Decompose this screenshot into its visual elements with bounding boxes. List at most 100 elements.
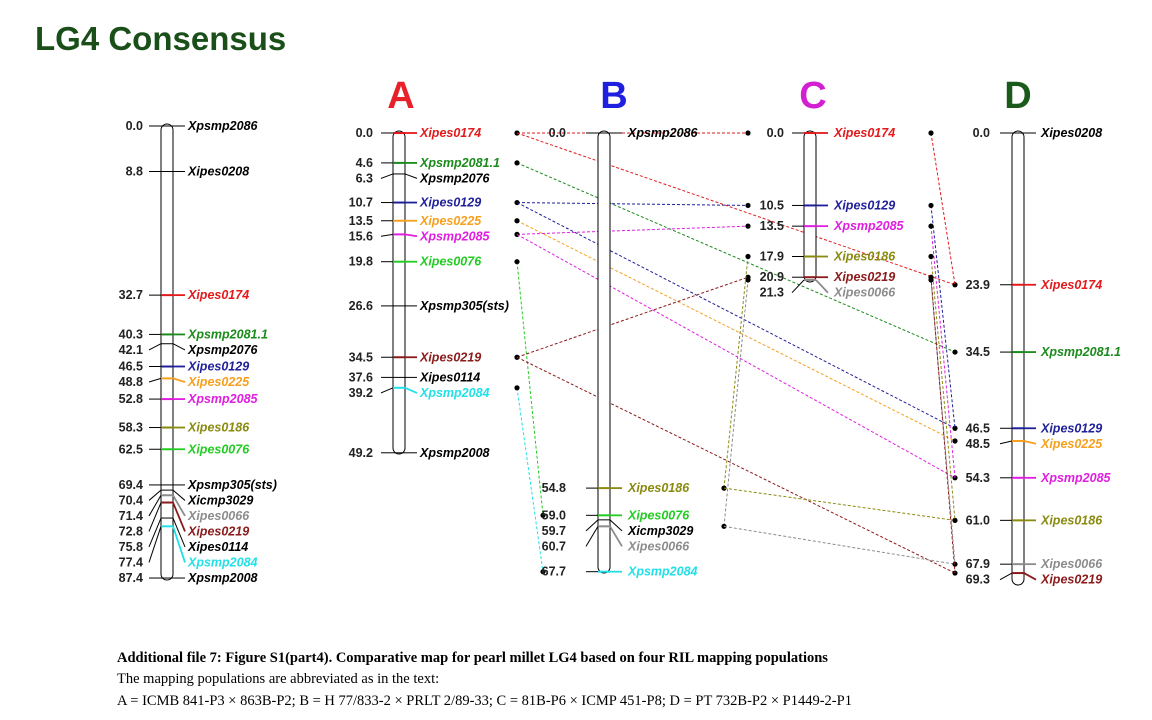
marker-C-Xipes0129: 10.5 Xipes0129 [760,198,896,212]
marker-position: 10.5 [760,198,784,212]
marker-consensus-Xipes0174: 32.7 Xipes0174 [119,288,250,302]
marker-connector-left [585,519,599,532]
marker-name: Xipes0129 [833,198,895,212]
link-A-D-Xipes0219 [516,356,956,574]
link-C-D-Xipes0219 [930,277,956,574]
marker-position: 71.4 [119,509,143,523]
marker-position: 17.9 [760,250,784,264]
marker-position: 0.0 [973,126,990,140]
marker-position: 70.4 [119,493,143,507]
marker-position: 34.5 [349,350,373,364]
marker-B-Xpsmp2086: 0.0 Xpsmp2086 [549,126,699,140]
marker-D-Xipes0219: 69.3 Xipes0219 [966,572,1102,587]
marker-position: 10.7 [349,196,373,210]
chromosome-bar-D [1011,130,1025,586]
link-dot [952,425,958,431]
marker-consensus-Xicmp3029: 70.4 Xicmp3029 [119,489,253,507]
marker-name: Xpsmp2081.1 [419,156,500,170]
marker-B-Xipes0186: 54.8 Xipes0186 [542,481,691,495]
link-dot [514,259,520,265]
marker-name: Xipes0219 [419,350,481,364]
marker-position: 60.7 [542,539,566,553]
marker-C-Xpsmp2085: 13.5 Xpsmp2085 [760,219,905,233]
marker-consensus-Xipes0225: 48.8 Xipes0225 [119,375,251,389]
marker-position: 77.4 [119,555,143,569]
marker-D-Xipes0208: 0.0 Xipes0208 [973,126,1103,140]
marker-position: 15.6 [349,229,373,243]
marker-name: Xpsmp2081.1 [187,327,268,341]
marker-connector-right [1023,572,1037,581]
linkage-maps: 0.0 Xpsmp2086 8.8 Xipes0208 32.7 Xipes0174 40.… [119,75,1121,587]
marker-name: Xpsmp2085 [833,219,905,233]
link-dot [928,253,934,260]
link-dot [514,160,520,166]
link-dot [745,253,751,260]
marker-D-Xipes0174: 23.9 Xipes0174 [966,278,1103,292]
marker-position: 13.5 [349,214,373,228]
marker-consensus-Xpsmp2008: 87.4 Xpsmp2008 [119,571,258,585]
marker-connector-right [404,173,418,179]
link-A-D-Xpsmp2085 [516,233,956,479]
marker-name: Xpsmp2085 [187,392,259,406]
link-dot [514,218,520,224]
link-A-D-Xipes0129 [516,202,956,429]
marker-position: 21.3 [760,286,784,300]
marker-B-Xpsmp2084: 67.7 Xpsmp2084 [542,565,698,579]
marker-name: Xipes0076 [627,508,690,522]
marker-connector-right [404,233,418,238]
marker-position: 46.5 [966,421,990,435]
chromosome-bar-C [803,130,817,283]
marker-A-Xipes0114: 37.6 Xipes0114 [349,370,481,384]
marker-consensus-Xipes0066: 71.4 Xipes0066 [119,494,250,523]
marker-consensus-Xipes0208: 8.8 Xipes0208 [126,165,250,179]
marker-position: 26.6 [349,299,373,313]
marker-consensus-Xipes0114: 75.8 Xipes0114 [119,517,248,554]
marker-name: Xpsmp2084 [627,565,698,579]
marker-name: Xicmp3029 [187,493,253,507]
marker-C-Xipes0066: 21.3 Xipes0066 [760,278,896,300]
marker-connector-right [172,494,186,517]
caption-line-2: The mapping populations are abbreviated … [117,671,439,687]
marker-consensus-Xpsmp2076: 42.1 Xpsmp2076 [119,343,259,357]
marker-connector-right [815,279,829,294]
marker-position: 4.6 [356,156,373,170]
marker-B-Xipes0066: 60.7 Xipes0066 [542,525,690,553]
marker-name: Xpsmp2008 [419,446,490,460]
marker-name: Xpsmp2084 [419,386,490,400]
marker-connector-right [609,525,623,547]
marker-A-Xpsmp2084: 39.2 Xpsmp2084 [349,386,490,400]
marker-connector-left [380,173,394,179]
marker-connector-left [148,526,162,563]
marker-connector-left [380,233,394,237]
marker-C-Xipes0186: 17.9 Xipes0186 [760,250,897,264]
link-C-D-Xipes0186 [930,256,956,521]
marker-D-Xpsmp2085: 54.3 Xpsmp2085 [966,471,1112,485]
marker-name: Xipes0066 [833,286,896,300]
marker-A-Xpsmp2081.1: 4.6 Xpsmp2081.1 [356,156,500,170]
marker-consensus-Xpsmp2085: 52.8 Xpsmp2085 [119,392,259,406]
marker-position: 49.2 [349,446,373,460]
marker-A-Xipes0219: 34.5 Xipes0219 [349,350,482,364]
marker-name: Xipes0066 [187,509,250,523]
link-C-D-Xpsmp2085 [930,226,956,478]
marker-A-Xpsmp2085: 15.6 Xpsmp2085 [349,229,491,243]
marker-D-Xipes0129: 46.5 Xipes0129 [966,421,1103,435]
marker-position: 46.5 [119,359,143,373]
marker-name: Xipes0129 [1040,421,1102,435]
marker-position: 23.9 [966,278,990,292]
marker-position: 8.8 [126,165,143,179]
marker-consensus-Xipes0076: 62.5 Xipes0076 [119,442,251,456]
link-A-C-Xpsmp2085 [516,225,749,235]
marker-position: 54.8 [542,481,566,495]
marker-position: 52.8 [119,392,143,406]
marker-name: Xipes0208 [187,165,249,179]
link-dot [745,130,751,136]
link-C-D-Xipes0174 [930,132,956,285]
chromosome-bar-consensus [160,123,174,581]
marker-name: Xipes0114 [419,370,480,384]
marker-connector-left [999,440,1013,445]
marker-position: 54.3 [966,471,990,485]
marker-name: Xipes0174 [187,288,249,302]
